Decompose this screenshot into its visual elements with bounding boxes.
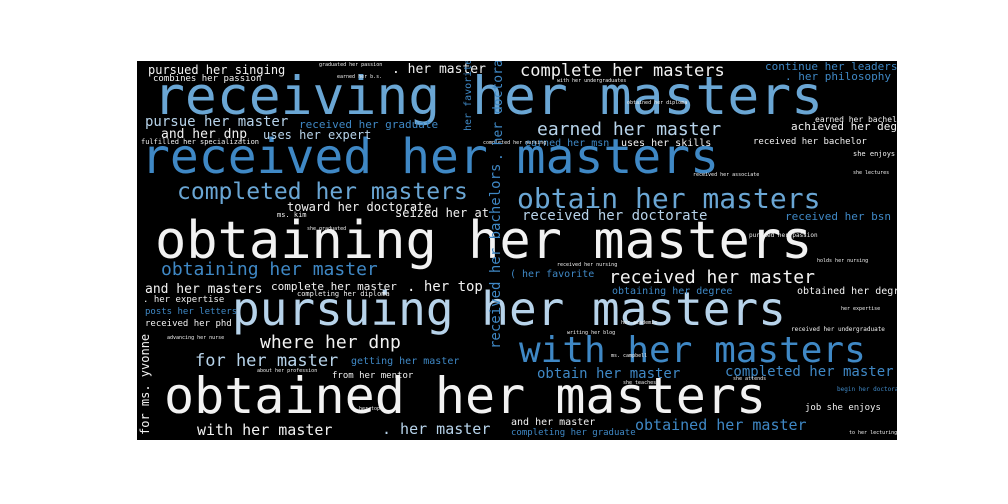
word-about-her-profession: about her profession bbox=[257, 368, 318, 374]
word-holds-her-nursing: holds her nursing bbox=[817, 258, 869, 264]
word-with-her-undergraduates: with her undergraduates bbox=[557, 78, 627, 84]
word-obtained-her-degree: obtained her degree bbox=[797, 286, 897, 297]
word-fulfilled-her-specialization: fulfilled her specialization bbox=[141, 138, 260, 146]
word-she-attends: she attends bbox=[733, 376, 767, 382]
word-earned-her-bs: earned her b.s. bbox=[337, 74, 383, 80]
word-toward-her-doctorate: toward her doctorate bbox=[287, 200, 432, 214]
word-received-her-bachelor: received her bachelor bbox=[753, 137, 867, 147]
word-received-her-associate: received her associate bbox=[693, 172, 760, 178]
word-her-expertise-left: . her expertise bbox=[143, 295, 225, 305]
word-and-her-dnp: and her dnp bbox=[161, 127, 248, 142]
word-getting-her-master: getting her master bbox=[351, 356, 460, 367]
word-and-her-master: and her master bbox=[511, 417, 596, 428]
word-obtaining-her-masters: obtaining her masters bbox=[155, 211, 813, 271]
word-writing-her-blog: writing her blog bbox=[567, 330, 616, 336]
word-job-she-enjoys: job she enjoys bbox=[805, 403, 881, 413]
word-continue-her-leadership: continue her leadership bbox=[765, 61, 897, 73]
word-ms-campbell: ms. campbell bbox=[611, 353, 648, 359]
word-completing-her-diploma: completing her diploma bbox=[297, 290, 390, 298]
word-complete-her-master: complete her master bbox=[271, 280, 397, 293]
word-obtaining-her-degree: obtaining her degree bbox=[612, 286, 733, 297]
word-received-her-graduate: received her graduate bbox=[299, 118, 439, 131]
word-received-her-bsn: received her bsn bbox=[785, 210, 891, 223]
word-her-philosophy: . her philosophy bbox=[785, 70, 891, 83]
word-pursuing-her-masters: pursuing her masters bbox=[232, 282, 786, 336]
word-cloud: receiving her masters received her maste… bbox=[137, 61, 897, 440]
word-pursue-her-master: pursue her master bbox=[145, 114, 289, 130]
word-pursued-her-passion: pursued her passion bbox=[749, 232, 818, 239]
word-her-academic: her academic bbox=[621, 320, 658, 326]
word-for-her-master: for her master bbox=[195, 351, 339, 371]
word-she-enjoys: she enjoys bbox=[853, 150, 896, 158]
word-her-doctoral: . her doctoral bbox=[491, 61, 506, 161]
word-completed-her-master: completed her master bbox=[725, 364, 894, 380]
word-received-her-bachelors: received her bachelors bbox=[488, 163, 504, 349]
word-obtaining-her-master: obtaining her master bbox=[161, 259, 378, 280]
word-she-lectures: she lectures bbox=[853, 170, 890, 176]
word-obtained-her-diploma: obtained her diploma bbox=[627, 100, 688, 106]
word-received-her-phd: received her phd bbox=[145, 319, 232, 329]
word-graduated-her-passion: graduated her passion bbox=[319, 62, 383, 68]
word-achieved-her-degree: achieved her degree bbox=[791, 120, 897, 133]
word-with-her-masters: with her masters bbox=[519, 330, 866, 371]
word-received-her-nursing: received her nursing bbox=[557, 262, 618, 268]
word-her-master-top: . her master bbox=[392, 62, 486, 77]
word-earned-her-msn: earned her msn bbox=[525, 138, 610, 149]
word-where-her-dnp: where her dnp bbox=[260, 332, 401, 353]
word-her-favorite: ( her favorite bbox=[510, 269, 595, 280]
word-her-master-bottom: . her master bbox=[382, 420, 491, 438]
word-posts-her-letters: posts her letters bbox=[145, 307, 238, 317]
word-for-ms-yvonne: for ms. yvonne bbox=[138, 333, 152, 435]
word-to-her-lecturing: to her lecturing bbox=[849, 430, 897, 436]
word-earned-her-master: earned her master bbox=[537, 119, 722, 140]
word-earned-her-bachelor: earned her bachelor bbox=[815, 115, 897, 124]
word-with-her-master: with her master bbox=[197, 421, 333, 439]
word-she-teaches: she teaches bbox=[623, 380, 657, 386]
word-received-her-master: received her master bbox=[609, 267, 815, 288]
word-obtain-her-master: obtain her master bbox=[537, 366, 681, 382]
word-pursued-her-singing: pursued her singing bbox=[148, 63, 286, 77]
word-completed-her-nursing: completed her nursing bbox=[483, 140, 547, 146]
word-obtained-her-masters: obtained her masters bbox=[164, 367, 767, 425]
word-she-graduated: she graduated bbox=[307, 226, 347, 232]
word-her-favorite-vertical: her favorite bbox=[463, 61, 474, 131]
word-obtain-her-masters: obtain her masters bbox=[517, 182, 821, 215]
word-completing-her-graduate: completing her graduate bbox=[511, 428, 636, 438]
word-complete-her-masters: complete her masters bbox=[520, 61, 725, 81]
word-received-her-masters: received her masters bbox=[141, 129, 719, 185]
word-seized-her-at: seized her at bbox=[395, 206, 489, 220]
word-uses-her-skills: uses her skills bbox=[621, 138, 712, 149]
word-uses-her-expert: uses her expert bbox=[263, 128, 372, 142]
word-begin-her-doctoral: begin her doctoral bbox=[837, 386, 897, 393]
word-obtained-her-master: obtained her master bbox=[635, 416, 807, 434]
word-combines-her-passion: combines her passion bbox=[153, 74, 262, 84]
word-received-her-doctorate: received her doctorate bbox=[522, 208, 708, 224]
word-her-expertise-right: her expertise bbox=[841, 306, 881, 312]
word-receiving-her-masters: receiving her masters bbox=[153, 66, 824, 127]
word-her-top-small: her top bbox=[359, 406, 381, 412]
word-received-her-undergraduate: received her undergraduate bbox=[791, 326, 885, 333]
word-her-top: . her top bbox=[407, 279, 483, 295]
word-from-her-mentor: from her mentor bbox=[332, 371, 414, 381]
word-ms-kim: ms. kim bbox=[277, 211, 307, 219]
word-advancing-her-nurse: advancing her nurse bbox=[167, 335, 225, 341]
word-completed-her-masters: completed her masters bbox=[177, 179, 468, 205]
word-and-her-masters: and her masters bbox=[145, 282, 263, 297]
